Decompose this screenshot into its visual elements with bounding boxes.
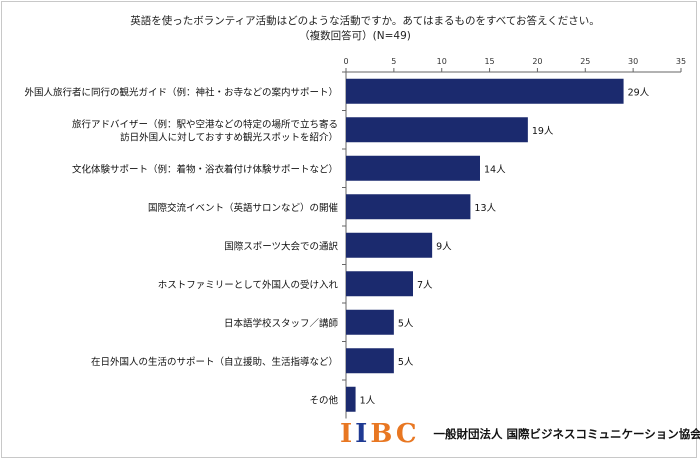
category-label: 国際スポーツ大会での通訳 [224, 240, 338, 252]
bar [346, 386, 356, 412]
category-label: 外国人旅行者に同行の観光ガイド（例：神社・お寺などの案内サポート） [24, 86, 338, 98]
data-label: 7人 [417, 280, 433, 291]
iibc-logo: IIBC [340, 420, 420, 448]
bar [346, 194, 471, 220]
data-label: 29人 [628, 87, 650, 98]
organization-name: 一般財団法人 国際ビジネスコミュニケーション協会 [433, 427, 700, 441]
logo-letter: B [370, 419, 396, 449]
bar [346, 155, 480, 181]
chart-title-line1: 英語を使ったボランティア活動はどのような活動ですか。あてはまるものをすべてお答え… [130, 15, 600, 27]
bar [346, 117, 528, 143]
x-tick-label: 30 [628, 57, 638, 66]
data-label: 13人 [474, 203, 496, 214]
footer: IIBC 一般財団法人 国際ビジネスコミュニケーション協会 [340, 420, 700, 448]
logo-letter: I [340, 419, 356, 449]
data-label: 5人 [398, 357, 414, 368]
chart-title-line2: （複数回答可）(N=49) [299, 30, 411, 42]
category-label: ホストファミリーとして外国人の受け入れ [158, 279, 339, 291]
x-tick-label: 25 [580, 57, 590, 66]
category-label: 訪日外国人に対しておすすめ観光スポットを紹介） [120, 131, 338, 143]
data-label: 14人 [484, 164, 506, 175]
data-label: 5人 [398, 318, 414, 329]
logo-letter: C [395, 419, 420, 449]
data-label: 9人 [436, 241, 452, 252]
bar [346, 232, 433, 258]
x-tick-label: 15 [484, 57, 494, 66]
logo-letter: I [355, 419, 371, 449]
category-label: 国際交流イベント（英語サロンなど）の開催 [148, 202, 339, 214]
x-tick-label: 0 [343, 57, 348, 66]
bar [346, 309, 394, 335]
data-label: 19人 [532, 126, 554, 137]
data-label: 1人 [360, 395, 376, 406]
x-tick-label: 35 [676, 57, 686, 66]
x-tick-label: 20 [532, 57, 542, 66]
category-label: 旅行アドバイザー（例：駅や空港などの特定の場所で立ち寄る [72, 118, 338, 130]
category-label: その他 [309, 394, 338, 406]
x-tick-label: 5 [391, 57, 396, 66]
category-label: 文化体験サポート（例：着物・浴衣着付け体験サポートなど） [72, 163, 338, 175]
category-label: 日本語学校スタッフ／講師 [224, 317, 339, 329]
bar [346, 348, 394, 374]
chart-title: 英語を使ったボランティア活動はどのような活動ですか。あてはまるものをすべてお答え… [0, 14, 700, 44]
bar [346, 78, 624, 104]
x-tick-label: 10 [437, 57, 447, 66]
category-label: 在日外国人の生活のサポート（自立援助、生活指導など） [91, 356, 338, 368]
bar [346, 271, 413, 297]
